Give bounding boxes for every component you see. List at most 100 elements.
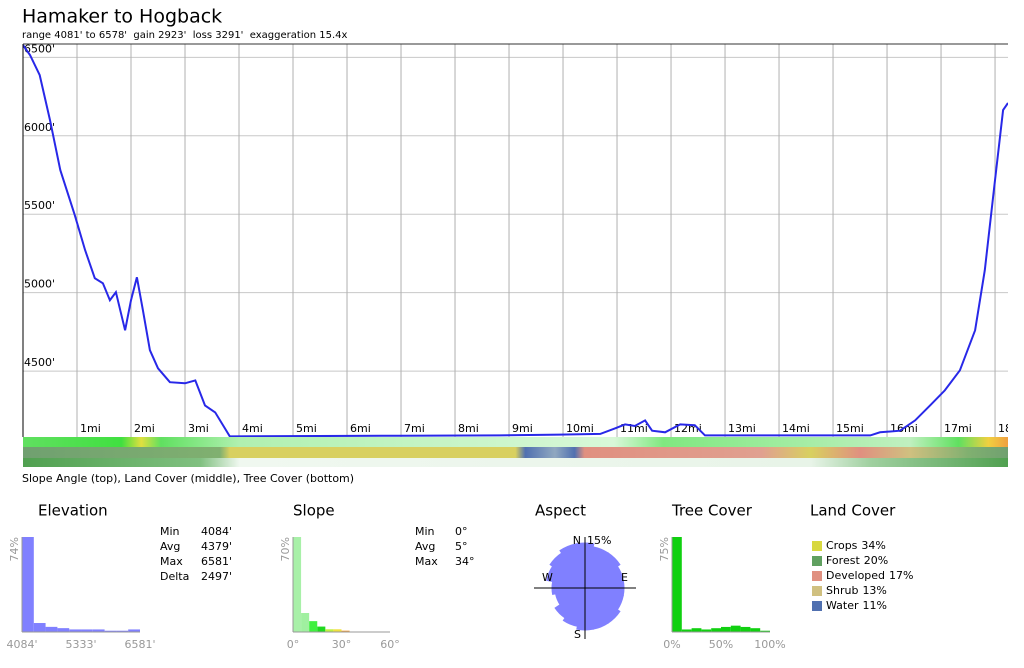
direction-label: S: [574, 628, 581, 641]
y-tick-label: 6000': [24, 121, 55, 134]
legend-swatch: [812, 541, 822, 551]
hist-bar: [92, 629, 105, 632]
rose-wedge: [584, 552, 621, 589]
x-tick-label: 0°: [287, 638, 300, 651]
x-tick-label: 60°: [380, 638, 400, 651]
hist-bar: [333, 629, 342, 632]
x-tick-label: 6mi: [350, 422, 371, 435]
hist-bar: [681, 629, 692, 632]
x-tick-label: 18mi: [998, 422, 1024, 435]
legend-name: Developed: [826, 569, 885, 582]
hist-bar: [45, 626, 58, 632]
legend-share: 11%: [863, 599, 887, 612]
y-tick-label: 4500': [24, 356, 55, 369]
stat-label: Avg: [160, 540, 180, 553]
x-tick-label: 15mi: [836, 422, 864, 435]
rose-wedge: [559, 543, 586, 589]
rose-wedge: [554, 587, 586, 619]
hist-bar: [293, 537, 302, 632]
hist-bar: [730, 625, 741, 632]
r-tick-label: 15%: [587, 534, 611, 547]
legend-name: Crops: [826, 539, 858, 552]
stat-label: Max: [160, 555, 183, 568]
legend-swatch: [812, 571, 822, 581]
hist-bar: [128, 629, 140, 632]
hist-bar: [116, 630, 129, 632]
legend-swatch: [812, 586, 822, 596]
legend-name: Shrub: [826, 584, 858, 597]
direction-label: W: [542, 571, 553, 584]
hist-bar: [750, 628, 761, 632]
panel-title: Elevation: [38, 502, 108, 520]
y-tick-label: 5500': [24, 199, 55, 212]
strip-caption: Slope Angle (top), Land Cover (middle), …: [22, 472, 354, 485]
x-tick-label: 4084': [6, 638, 37, 651]
hist-bar: [740, 626, 751, 632]
hist-bar: [691, 628, 702, 632]
hist-bar: [301, 613, 310, 632]
direction-label: E: [621, 571, 628, 584]
x-tick-label: 0%: [663, 638, 680, 651]
legend-name: Forest: [826, 554, 860, 567]
x-tick-label: 2mi: [134, 422, 155, 435]
panel-title: Tree Cover: [671, 502, 753, 520]
stat-value: 4379': [201, 540, 232, 553]
legend-entry: Crops 34%: [826, 539, 886, 552]
hist-bar: [69, 629, 82, 632]
stat-label: Min: [415, 525, 435, 538]
x-tick-label: 50%: [709, 638, 733, 651]
x-tick-label: 100%: [754, 638, 785, 651]
subtitle: range 4081' to 6578' gain 2923' loss 329…: [22, 30, 347, 41]
legend-entry: Shrub 13%: [826, 584, 887, 597]
rose-wedge: [562, 587, 586, 627]
page-title: Hamaker to Hogback: [22, 6, 222, 28]
hist-bar: [341, 630, 350, 632]
profile-plot: 4500' 5000' 5500' 6000' 6500' 1mi 2mi 3mi 4mi 5mi…: [23, 42, 1024, 437]
stat-value: 2497': [201, 570, 232, 583]
x-tick-label: 17mi: [944, 422, 972, 435]
y-tick-label: 75%: [658, 537, 671, 561]
x-tick-label: 3mi: [188, 422, 209, 435]
x-tick-label: 5mi: [296, 422, 317, 435]
legend-entry: Water 11%: [826, 599, 887, 612]
hist-bar: [81, 629, 93, 632]
stat-label: Min: [160, 525, 180, 538]
x-tick-label: 30°: [332, 638, 352, 651]
x-tick-label: 10mi: [566, 422, 594, 435]
direction-label: N: [573, 534, 581, 547]
hist-bar: [325, 629, 334, 632]
tree-cover-strip: [23, 458, 1008, 467]
legend-entry: Forest 20%: [826, 554, 888, 567]
stat-value: 4084': [201, 525, 232, 538]
hist-bar: [711, 628, 721, 632]
stat-value: 0°: [455, 525, 468, 538]
y-tick-label: 70%: [279, 537, 292, 561]
x-tick-label: 14mi: [782, 422, 810, 435]
stat-value: 34°: [455, 555, 475, 568]
legend-share: 20%: [864, 554, 888, 567]
hist-bar: [33, 623, 46, 632]
y-tick-label: 74%: [8, 537, 21, 561]
hist-bar: [309, 621, 318, 632]
hist-bar: [721, 626, 731, 632]
x-tick-label: 4mi: [242, 422, 263, 435]
x-tick-label: 13mi: [728, 422, 756, 435]
panel-title: Aspect: [535, 502, 586, 520]
hist-bar: [701, 629, 712, 632]
panel-title: Land Cover: [810, 502, 896, 520]
x-tick-label: 8mi: [458, 422, 479, 435]
legend-share: 13%: [862, 584, 886, 597]
x-tick-label: 6581': [124, 638, 155, 651]
legend-entry: Developed 17%: [826, 569, 914, 582]
hist-bar: [317, 626, 326, 632]
x-tick-label: 7mi: [404, 422, 425, 435]
hist-bar: [760, 630, 770, 632]
legend-share: 34%: [861, 539, 885, 552]
land-cover-strip: [23, 447, 1008, 458]
hist-bar: [104, 630, 117, 632]
x-tick-label: 9mi: [512, 422, 533, 435]
elevation-line: [23, 44, 1008, 437]
y-tick-label: 6500': [24, 42, 55, 55]
